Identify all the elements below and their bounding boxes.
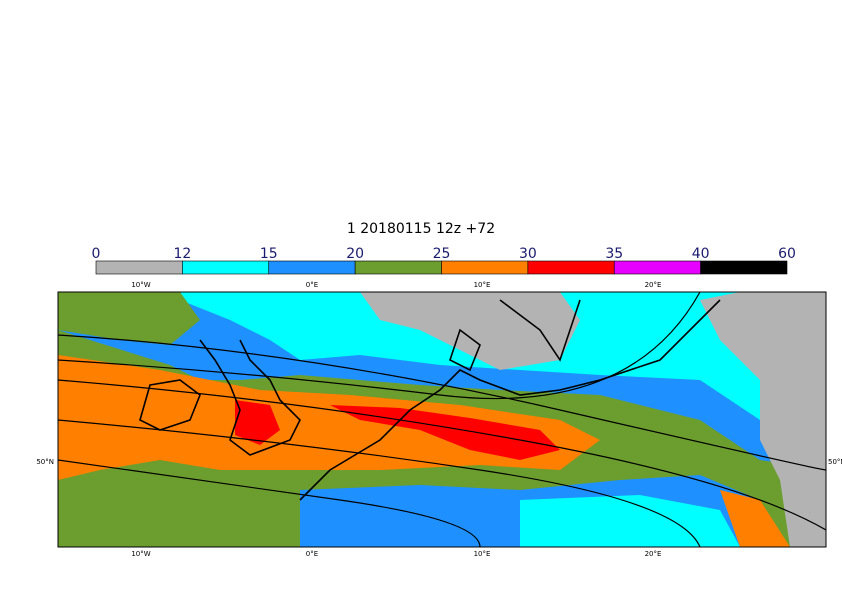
lon-label: 0°E (306, 281, 318, 289)
colorbar-label: 25 (433, 246, 451, 262)
title: 1 20180115 12z +72 (347, 221, 495, 237)
colorbar-label: 20 (346, 246, 364, 262)
graticule-labels: 10°W 10°W 0°E 0°E 10°E 10°E 20°E 20°E 50°N 50°N (36, 281, 842, 558)
colorbar-label: 15 (260, 246, 278, 262)
lat-label: 50°N (36, 458, 54, 466)
colorbar-segment (182, 260, 270, 275)
colorbar-label: 35 (605, 246, 623, 262)
colorbar-segment (95, 260, 183, 275)
colorbar-label: 0 (92, 246, 101, 262)
lat-label: 50°N (828, 458, 842, 466)
lon-label: 20°E (645, 550, 662, 558)
colorbar-label: 60 (778, 246, 796, 262)
colorbar-label: 12 (173, 246, 191, 262)
lon-label: 10°E (474, 550, 491, 558)
colorbar-segment (268, 260, 356, 275)
map-frame (57, 291, 827, 548)
colorbar-segment (354, 260, 442, 275)
lon-label: 0°E (306, 550, 318, 558)
colorbar-segment (613, 260, 701, 275)
colorbar-label: 30 (519, 246, 537, 262)
colorbar-segment (441, 260, 529, 275)
lon-label: 10°E (474, 281, 491, 289)
lon-label: 10°W (131, 281, 150, 289)
lon-label: 20°E (645, 281, 662, 289)
colorbar-label: 40 (692, 246, 710, 262)
map-field (58, 292, 826, 547)
colorbar: 0 12 15 20 25 30 35 40 60 (92, 246, 796, 275)
colorbar-segment (700, 260, 788, 275)
lon-label: 10°W (131, 550, 150, 558)
colorbar-segment (527, 260, 615, 275)
